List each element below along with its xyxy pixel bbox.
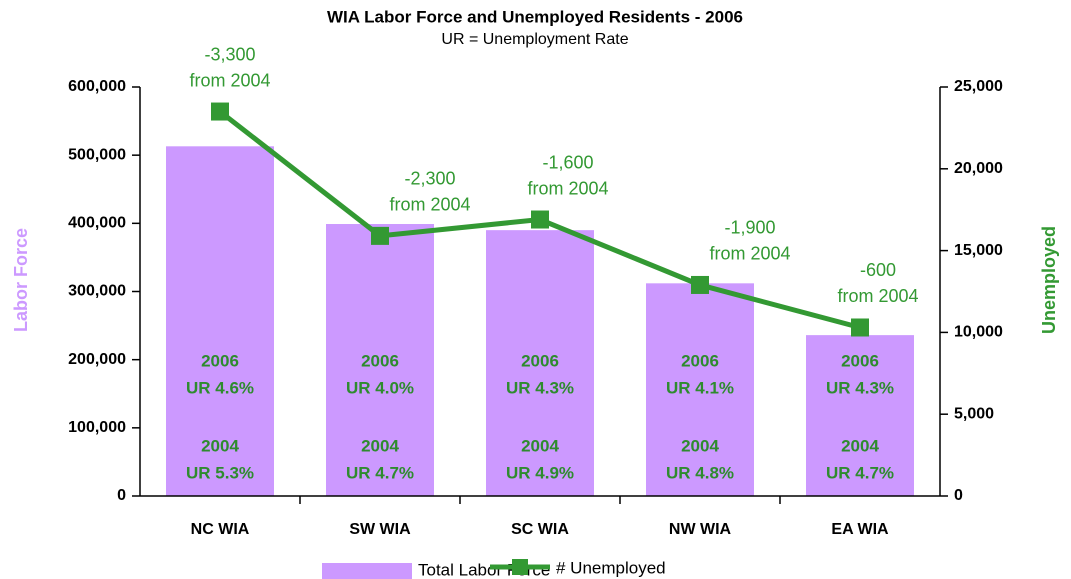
annotation: -600 <box>860 260 896 280</box>
y2-tick-label: 15,000 <box>954 242 1003 259</box>
bar <box>326 224 434 496</box>
bar-label: 2004 <box>201 436 239 455</box>
y2-axis-label: Unemployed <box>1039 226 1059 334</box>
bar-label: 2006 <box>681 351 719 370</box>
annotation: from 2004 <box>389 195 470 215</box>
y-axis-label: Labor Force <box>11 228 31 332</box>
annotation: from 2004 <box>189 70 270 90</box>
bar-label: 2006 <box>201 351 239 370</box>
y2-tick-label: 25,000 <box>954 78 1003 95</box>
bar-label: UR 4.7% <box>346 463 414 482</box>
line-marker <box>531 210 549 229</box>
bar-label: UR 4.6% <box>186 378 254 397</box>
annotation: -1,600 <box>542 152 593 172</box>
bar-label: UR 4.3% <box>826 378 894 397</box>
x-tick-label: NC WIA <box>191 521 250 538</box>
y-tick-label: 100,000 <box>68 419 126 436</box>
y-tick-label: 300,000 <box>68 283 126 300</box>
annotation: from 2004 <box>709 244 790 264</box>
bar-label: UR 4.9% <box>506 463 574 482</box>
annotation: from 2004 <box>527 178 608 198</box>
legend-label: # Unemployed <box>556 558 666 577</box>
y-tick-label: 500,000 <box>68 146 126 163</box>
y-tick-label: 0 <box>117 487 126 504</box>
annotation: -1,900 <box>724 218 775 238</box>
annotation: from 2004 <box>837 286 918 306</box>
bar-label: UR 4.7% <box>826 463 894 482</box>
bar-label: UR 4.1% <box>666 378 734 397</box>
bar-label: UR 5.3% <box>186 463 254 482</box>
bar-label: 2004 <box>841 436 879 455</box>
annotation: -2,300 <box>404 169 455 189</box>
bar-label: 2004 <box>681 436 719 455</box>
bar <box>166 146 274 496</box>
legend-label: Total Labor Force <box>418 560 550 579</box>
line-marker <box>211 102 229 121</box>
x-tick-label: SW WIA <box>349 521 411 538</box>
x-tick-label: NW WIA <box>669 521 732 538</box>
bar-label: 2006 <box>841 351 879 370</box>
bar-label: UR 4.0% <box>346 378 414 397</box>
chart-title: WIA Labor Force and Unemployed Residents… <box>327 7 743 26</box>
bar <box>646 283 754 496</box>
y-tick-label: 400,000 <box>68 215 126 232</box>
bar-label: 2004 <box>361 436 399 455</box>
line-marker <box>371 226 389 245</box>
bar <box>806 335 914 496</box>
x-tick-label: SC WIA <box>511 521 569 538</box>
bar-label: UR 4.8% <box>666 463 734 482</box>
y2-tick-label: 20,000 <box>954 160 1003 177</box>
y-tick-label: 600,000 <box>68 78 126 95</box>
line-marker <box>851 318 869 337</box>
bar-label: 2006 <box>521 351 559 370</box>
annotation: -3,300 <box>204 44 255 64</box>
bar-label: 2004 <box>521 436 559 455</box>
bar-label: UR 4.3% <box>506 378 574 397</box>
line-marker <box>691 275 709 294</box>
legend-marker <box>512 559 528 575</box>
y-tick-label: 200,000 <box>68 351 126 368</box>
y2-tick-label: 10,000 <box>954 324 1003 341</box>
y2-tick-label: 5,000 <box>954 405 994 422</box>
x-tick-label: EA WIA <box>831 521 889 538</box>
y2-tick-label: 0 <box>954 487 963 504</box>
bar-label: 2006 <box>361 351 399 370</box>
legend-swatch <box>322 563 412 579</box>
bar <box>486 230 594 496</box>
chart-subtitle: UR = Unemployment Rate <box>441 31 628 48</box>
